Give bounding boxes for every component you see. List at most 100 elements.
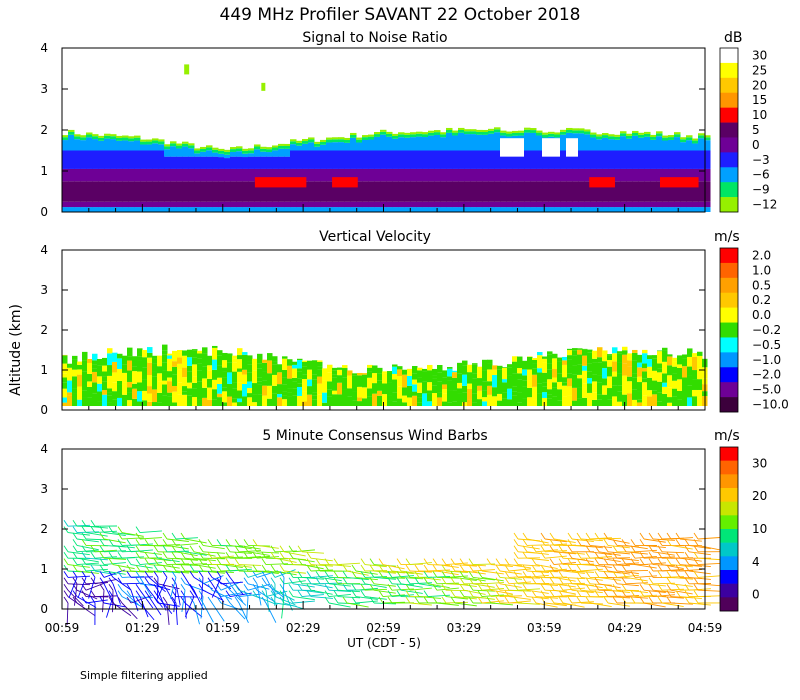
snr-cell (80, 201, 87, 208)
wind-barb (220, 556, 243, 559)
velocity-cell (657, 401, 663, 406)
wind-barb (157, 583, 180, 590)
wind-barb-flag (225, 545, 231, 553)
velocity-cell (62, 388, 68, 398)
wind-barb-flag (198, 539, 204, 546)
snr-cell (512, 130, 519, 133)
velocity-cell (577, 398, 583, 406)
velocity-cell (507, 399, 513, 406)
wind-barb-flag (549, 571, 555, 578)
wind-barb (607, 564, 630, 567)
wind-barb-flag (387, 577, 393, 585)
wind-barb-flag (522, 577, 528, 585)
velocity-cell (657, 372, 663, 382)
wind-barb-flag (180, 551, 186, 559)
snr-cell (668, 181, 675, 202)
snr-cell (158, 141, 165, 145)
velocity-cell (247, 364, 253, 373)
snr-cell (698, 138, 705, 151)
wind-barb-flag (432, 558, 438, 565)
snr-cell (278, 207, 285, 212)
wind-barb (166, 544, 189, 550)
snr-cell (380, 181, 387, 202)
velocity-cell (292, 368, 298, 378)
wind-barb-flag (567, 583, 573, 591)
snr-cell (308, 137, 315, 140)
wind-barb-flag (324, 564, 330, 572)
snr-cell (482, 207, 489, 212)
velocity-cell (532, 368, 538, 375)
wind-barb-flag (243, 590, 249, 597)
velocity-cell (97, 365, 103, 377)
velocity-cell (232, 402, 238, 406)
wind-barb (481, 600, 504, 604)
wind-barb-flag (99, 558, 105, 565)
snr-cell (596, 150, 603, 169)
wind-barb-flag (234, 583, 240, 591)
snr-cell (446, 127, 453, 131)
velocity-cell (682, 398, 688, 406)
velocity-cell (662, 361, 668, 374)
wind-barb-flag (405, 596, 411, 604)
snr-cell (446, 207, 453, 212)
snr-cell (92, 136, 99, 140)
snr-cell (176, 145, 183, 149)
velocity-cell (142, 367, 148, 380)
velocity-cell (487, 381, 493, 386)
velocity-cell (632, 373, 638, 378)
wind-barb (67, 564, 90, 568)
snr-cell (206, 156, 213, 169)
wind-barb-flag (207, 539, 213, 546)
wind-barb (157, 570, 180, 574)
wind-barb (436, 582, 460, 585)
snr-cell (704, 135, 711, 138)
velocity-cell (127, 381, 133, 388)
snr-cell (518, 130, 525, 133)
wind-barb-flag (63, 551, 69, 559)
velocity-cell (692, 356, 698, 371)
wind-barb (544, 538, 567, 543)
wind-barb-flag (189, 564, 195, 572)
velocity-cell (402, 374, 408, 388)
velocity-cell (527, 387, 533, 398)
velocity-cell (152, 363, 158, 372)
wind-barb-flag (378, 564, 384, 572)
wind-barb (346, 570, 369, 576)
snr-cell (290, 168, 297, 182)
wind-barb-flag (99, 571, 105, 578)
wind-barb (643, 562, 666, 566)
velocity-cell (482, 401, 488, 406)
wind-barb-flag (126, 545, 132, 553)
velocity-cell (542, 386, 548, 393)
wind-barb (292, 549, 315, 553)
velocity-cell (672, 377, 678, 381)
velocity-cell (622, 346, 628, 351)
wind-barb (346, 583, 370, 585)
snr-cell (500, 207, 507, 212)
velocity-cell (597, 394, 603, 400)
wind-barb-flag (540, 551, 546, 559)
wind-barb-flag (639, 577, 645, 585)
wind-barb-flag (126, 590, 132, 597)
snr-cell (182, 143, 189, 147)
snr-cell (422, 132, 429, 135)
velocity-cell (597, 375, 603, 383)
wind-barb (670, 564, 693, 568)
wind-barb-flag (306, 551, 312, 559)
colorbar-label: −3 (752, 153, 770, 167)
velocity-cell (367, 371, 373, 378)
wind-barb-flag (612, 577, 618, 585)
velocity-cell (552, 387, 558, 397)
wind-barb (166, 538, 189, 542)
velocity-cell (282, 395, 288, 400)
wind-barb-flag (270, 564, 276, 572)
wind-barb (499, 576, 522, 580)
snr-cell (488, 168, 495, 182)
wind-barb-flag (297, 590, 303, 597)
snr-cell (152, 140, 159, 144)
wind-barb-flag (279, 558, 285, 565)
velocity-cell (592, 362, 598, 375)
snr-cell (488, 181, 495, 202)
wind-barb-flag (594, 564, 600, 572)
snr-cell (92, 150, 99, 169)
